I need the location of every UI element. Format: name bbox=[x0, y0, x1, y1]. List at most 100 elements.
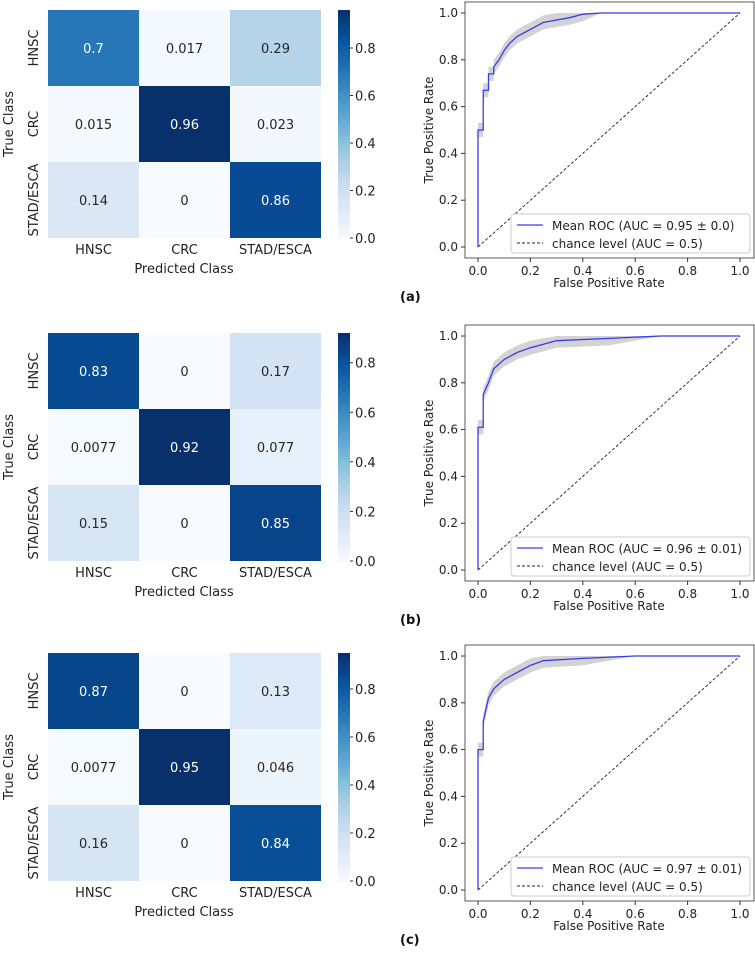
x-tick-label: 1.0 bbox=[730, 264, 749, 278]
cell-value-label: 0.15 bbox=[79, 517, 108, 532]
colorbar-segment bbox=[338, 808, 350, 814]
colorbar-segment bbox=[338, 672, 350, 677]
colorbar-segment bbox=[338, 184, 350, 190]
x-tick-label: 0.4 bbox=[573, 907, 592, 921]
cell-value-label: 0 bbox=[180, 517, 188, 532]
colorbar-segment bbox=[338, 116, 350, 121]
colorbar-tick-label: 0.4 bbox=[355, 137, 376, 152]
colorbar-segment bbox=[338, 401, 350, 406]
colorbar-segment bbox=[338, 48, 350, 53]
colorbar-segment bbox=[338, 656, 350, 662]
colorbar-segment bbox=[338, 466, 350, 471]
colorbar: 0.0 0.2 0.4 0.6 0.8 bbox=[338, 10, 376, 247]
cell-value-label: 0.015 bbox=[75, 118, 112, 133]
colorbar-segment bbox=[338, 173, 350, 178]
colorbar-segment bbox=[338, 481, 350, 486]
colorbar-segment bbox=[338, 393, 350, 399]
heatmap-cell bbox=[48, 333, 139, 409]
colorbar-segment bbox=[338, 748, 350, 753]
colorbar-tick-label: 0.4 bbox=[355, 456, 376, 471]
mean-roc-line bbox=[477, 655, 740, 890]
colorbar-segment bbox=[338, 801, 350, 806]
colorbar-segment bbox=[338, 846, 350, 852]
colorbar-segment bbox=[338, 143, 350, 148]
colorbar-segment bbox=[338, 97, 350, 102]
colorbar-segment bbox=[338, 10, 350, 15]
colorbar-segment bbox=[338, 687, 350, 692]
colorbar-segment bbox=[338, 530, 350, 535]
chance-level-line bbox=[477, 655, 741, 891]
colorbar-segment bbox=[338, 29, 350, 34]
legend: Mean ROC (AUC = 0.97 ± 0.01) chance level… bbox=[510, 856, 751, 897]
legend-label-mean-roc: Mean ROC (AUC = 0.95 ± 0.0) bbox=[552, 219, 734, 233]
roc-chart: 0.0 0.2 0.4 0.6 0.8 1.0 0.0 0.2 0.4 0.6 0.8 1.0 Fals… bbox=[422, 644, 755, 933]
colorbar-segment bbox=[338, 725, 350, 730]
x-tick-label: 0.0 bbox=[468, 264, 487, 278]
colorbar-segment bbox=[338, 850, 350, 855]
y-tick-label: 0.0 bbox=[439, 563, 458, 577]
legend-box bbox=[510, 856, 751, 897]
colorbar-segment bbox=[338, 447, 350, 452]
y-axis-label: True Class bbox=[2, 734, 17, 801]
panel-label: (c) bbox=[400, 933, 420, 948]
colorbar-segment bbox=[338, 363, 350, 368]
colorbar-segment bbox=[338, 515, 350, 520]
colorbar-segment bbox=[338, 869, 350, 874]
y-tick-label: 0.6 bbox=[439, 743, 458, 757]
colorbar-tick-label: 0.8 bbox=[355, 357, 376, 372]
heatmap-cell bbox=[139, 333, 230, 409]
colorbar-segment bbox=[338, 664, 350, 669]
colorbar-tick-label: 0.0 bbox=[355, 555, 376, 570]
y-tick-label: 0.0 bbox=[439, 240, 458, 254]
cell-value-label: 0.96 bbox=[170, 118, 199, 133]
colorbar-segment bbox=[338, 67, 350, 72]
colorbar-segment bbox=[338, 477, 350, 482]
colorbar-segment bbox=[338, 511, 350, 516]
colorbar-segment bbox=[338, 169, 350, 174]
x-tick-label: CRC bbox=[171, 886, 198, 901]
colorbar-segment bbox=[338, 135, 350, 140]
colorbar-segment bbox=[338, 698, 350, 703]
heatmap-cell bbox=[230, 729, 321, 805]
y-tick-label: STAD/ESCA bbox=[27, 486, 42, 559]
colorbar-segment bbox=[338, 507, 350, 513]
heatmap-cell bbox=[48, 805, 139, 881]
colorbar-segment bbox=[338, 405, 350, 410]
colorbar-segment bbox=[338, 371, 350, 376]
legend-label-mean-roc: Mean ROC (AUC = 0.96 ± 0.01) bbox=[552, 542, 742, 556]
colorbar-segment bbox=[338, 694, 350, 700]
colorbar-segment bbox=[338, 211, 350, 216]
cell-value-label: 0.17 bbox=[261, 365, 290, 380]
heatmap-cell bbox=[230, 333, 321, 409]
colorbar-segment bbox=[338, 805, 350, 810]
x-tick-label: 0.8 bbox=[678, 587, 697, 601]
y-tick-label: HNSC bbox=[27, 30, 42, 67]
chance-level-line bbox=[477, 335, 741, 571]
colorbar-segment bbox=[338, 355, 350, 361]
colorbar-segment bbox=[338, 32, 350, 38]
colorbar-segment bbox=[338, 181, 350, 186]
heatmap-cell bbox=[139, 485, 230, 561]
y-tick-label: 0.4 bbox=[439, 469, 458, 483]
colorbar-segment bbox=[338, 367, 350, 372]
heatmap-cell bbox=[230, 653, 321, 729]
x-axis-label: False Positive Rate bbox=[553, 919, 665, 933]
heatmap-cell bbox=[139, 805, 230, 881]
y-axis-label: True Positive Rate bbox=[422, 720, 436, 828]
colorbar-segment bbox=[338, 862, 350, 867]
colorbar-segment bbox=[338, 843, 350, 848]
panel-b: 0.83 0 0.17 0.0077 0.92 0.077 0.15 0 0.85 HNSC CRC… bbox=[2, 324, 755, 628]
colorbar-segment bbox=[338, 382, 350, 387]
colorbar-segment bbox=[338, 131, 350, 136]
cell-value-label: 0.13 bbox=[261, 685, 290, 700]
heatmap-cell bbox=[139, 86, 230, 162]
colorbar-segment bbox=[338, 653, 350, 658]
colorbar-segment bbox=[338, 200, 350, 205]
colorbar-segment bbox=[338, 420, 350, 425]
y-tick-label: 1.0 bbox=[439, 649, 458, 663]
colorbar-tick-label: 0.4 bbox=[355, 779, 376, 794]
x-axis-label: Predicted Class bbox=[134, 585, 234, 600]
colorbar-tick-label: 0.2 bbox=[355, 827, 376, 842]
x-tick-label: 0.6 bbox=[626, 264, 645, 278]
colorbar-segment bbox=[338, 439, 350, 444]
